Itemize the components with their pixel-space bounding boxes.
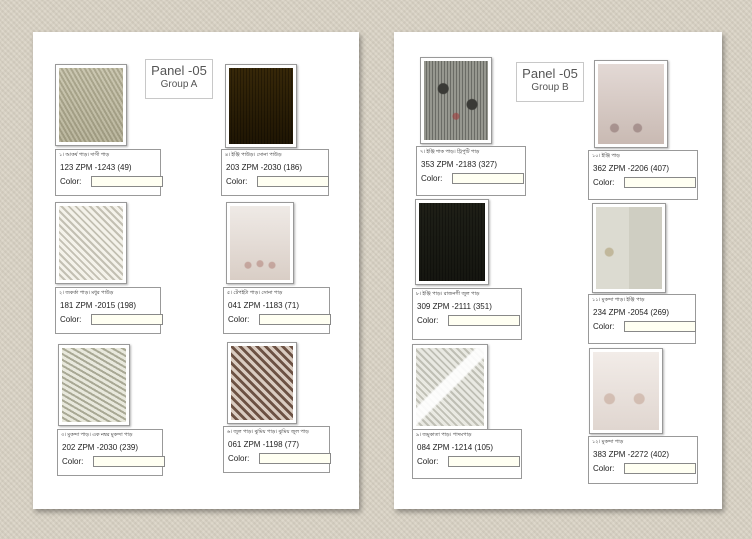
fabric-texture (424, 61, 488, 140)
swatch-label: ১১। মুকন্দা পাড়। ইঞ্জি পাড় (592, 297, 645, 303)
color-label: Color: (593, 178, 615, 187)
product-code: 234 ZPM -2054 (269) (593, 308, 670, 317)
product-code: 203 ZPM -2030 (186) (226, 163, 303, 172)
color-label: Color: (228, 315, 250, 324)
color-input[interactable] (93, 456, 165, 467)
fabric-swatch-image (55, 202, 127, 284)
swatch-info-card: ৫। টেপইটা পাড়। সোনা পাড় 041 ZPM -1183 (… (223, 287, 331, 334)
product-code: 362 ZPM -2206 (407) (593, 164, 670, 173)
swatch-info-card: ৬। জুল পাড়। ঝুমিয় পাড়। ঝুমিয় জুল পাড… (223, 426, 331, 473)
fabric-texture (593, 352, 659, 430)
swatch-info-card: ১০। ইঞ্জি পাড় 362 ZPM -2206 (407) Color: (588, 150, 698, 200)
product-code: 353 ZPM -2183 (327) (421, 160, 498, 169)
swatch-label: ৫। টেপইটা পাড়। সোনা পাড় (227, 290, 283, 296)
panel-header: Panel -05 Group B (516, 62, 584, 102)
fabric-swatch-image (592, 203, 666, 293)
swatch-info-card: ৯। জমুকাতা পাড়। পাদমপাড় 084 ZPM -1214 (… (412, 429, 522, 479)
fabric-texture (229, 68, 293, 144)
color-label: Color: (593, 464, 615, 473)
swatch-label: ৬। জুল পাড়। ঝুমিয় পাড়। ঝুমিয় জুল পাড… (227, 429, 309, 435)
swatch-label: ৩। মুকন্দা পাড়। এক নম্বর মুকন্দা পাড় (61, 432, 133, 438)
panel-header: Panel -05 Group A (145, 59, 213, 99)
color-input[interactable] (259, 314, 331, 325)
color-label: Color: (593, 322, 615, 331)
fabric-swatch-image (227, 342, 297, 424)
color-label: Color: (60, 315, 82, 324)
swatch-label: ৮। ইঞ্জি পাড়। রাজনগী জুল পাড় (416, 291, 480, 297)
fabric-texture (416, 348, 484, 426)
color-input[interactable] (624, 177, 696, 188)
swatch-info-card: ১। আকর্ষ পাড়। দাসী পাড় 123 ZPM -1243 (4… (55, 149, 163, 196)
swatch-info-card: ৭। ইঞ্জি শাক পাড়। ট্রিপুটি পাড় 353 ZPM … (416, 146, 526, 196)
catalog-page-group-b: Panel -05 Group B ৭। ইঞ্জি শাক পাড়। ট্র… (394, 32, 722, 509)
color-label: Color: (226, 177, 248, 186)
swatch-info-card: ৩। মুকন্দা পাড়। এক নম্বর মুকন্দা পাড় 20… (57, 429, 165, 476)
product-code: 181 ZPM -2015 (198) (60, 301, 137, 310)
fabric-swatch-image (594, 60, 668, 148)
swatch-label: ৯। জমুকাতা পাড়। পাদমপাড় (416, 432, 472, 438)
fabric-swatch-image (420, 57, 492, 144)
color-label: Color: (417, 457, 439, 466)
fabric-texture (598, 64, 664, 144)
product-code: 084 ZPM -1214 (105) (417, 443, 494, 452)
swatch-label: ২। জকর্কা পাড়। মধুর পাউড় (59, 290, 114, 296)
color-input[interactable] (257, 176, 329, 187)
product-code: 041 ZPM -1183 (71) (228, 301, 299, 310)
color-label: Color: (417, 316, 439, 325)
product-code: 123 ZPM -1243 (49) (60, 163, 132, 172)
color-input[interactable] (624, 321, 696, 332)
color-input[interactable] (452, 173, 524, 184)
swatch-info-card: ২। জকর্কা পাড়। মধুর পাউড় 181 ZPM -2015 … (55, 287, 163, 334)
product-code: 309 ZPM -2111 (351) (417, 302, 492, 311)
panel-title: Panel -05 (522, 66, 578, 81)
fabric-swatch-image (412, 344, 488, 430)
fabric-texture (419, 203, 485, 281)
color-input[interactable] (259, 453, 331, 464)
color-label: Color: (62, 457, 84, 466)
fabric-texture (596, 207, 662, 289)
fabric-swatch-image (55, 64, 127, 146)
color-input[interactable] (91, 314, 163, 325)
fabric-texture (230, 206, 290, 280)
fabric-texture (59, 206, 123, 280)
catalog-page-group-a: Panel -05 Group A ১। আকর্ষ পাড়। দাসী পা… (33, 32, 359, 509)
group-label: Group A (160, 79, 198, 90)
fabric-swatch-image (58, 344, 130, 426)
color-input[interactable] (448, 456, 520, 467)
fabric-swatch-image (415, 199, 489, 285)
product-code: 383 ZPM -2272 (402) (593, 450, 670, 459)
swatch-info-card: ১২। মুকন্দা পাড় 383 ZPM -2272 (402) Color… (588, 436, 698, 484)
color-input[interactable] (624, 463, 696, 474)
color-label: Color: (228, 454, 250, 463)
swatch-info-card: ৮। ইঞ্জি পাড়। রাজনগী জুল পাড় 309 ZPM -2… (412, 288, 522, 340)
panel-title: Panel -05 (151, 63, 207, 78)
color-label: Color: (421, 174, 443, 183)
color-label: Color: (60, 177, 82, 186)
fabric-texture (59, 68, 123, 142)
product-code: 061 ZPM -1198 (77) (228, 440, 299, 449)
swatch-info-card: ৪। ইঞ্জি পাউড়। সোনা পাউড় 203 ZPM -2030 … (221, 149, 329, 196)
swatch-label: ৭। ইঞ্জি শাক পাড়। ট্রিপুটি পাড় (420, 149, 480, 155)
fabric-texture (62, 348, 126, 422)
product-code: 202 ZPM -2030 (239) (62, 443, 139, 452)
color-input[interactable] (448, 315, 520, 326)
swatch-info-card: ১১। মুকন্দা পাড়। ইঞ্জি পাড় 234 ZPM -205… (588, 294, 696, 344)
swatch-label: ১২। মুকন্দা পাড় (592, 439, 624, 445)
fabric-texture (231, 346, 293, 420)
fabric-swatch-image (225, 64, 297, 148)
group-label: Group B (531, 82, 569, 93)
swatch-label: ১০। ইঞ্জি পাড় (592, 153, 620, 159)
fabric-swatch-image (589, 348, 663, 434)
swatch-label: ৪। ইঞ্জি পাউড়। সোনা পাউড় (225, 152, 282, 158)
fabric-swatch-image (226, 202, 294, 284)
color-input[interactable] (91, 176, 163, 187)
swatch-label: ১। আকর্ষ পাড়। দাসী পাড় (59, 152, 110, 158)
